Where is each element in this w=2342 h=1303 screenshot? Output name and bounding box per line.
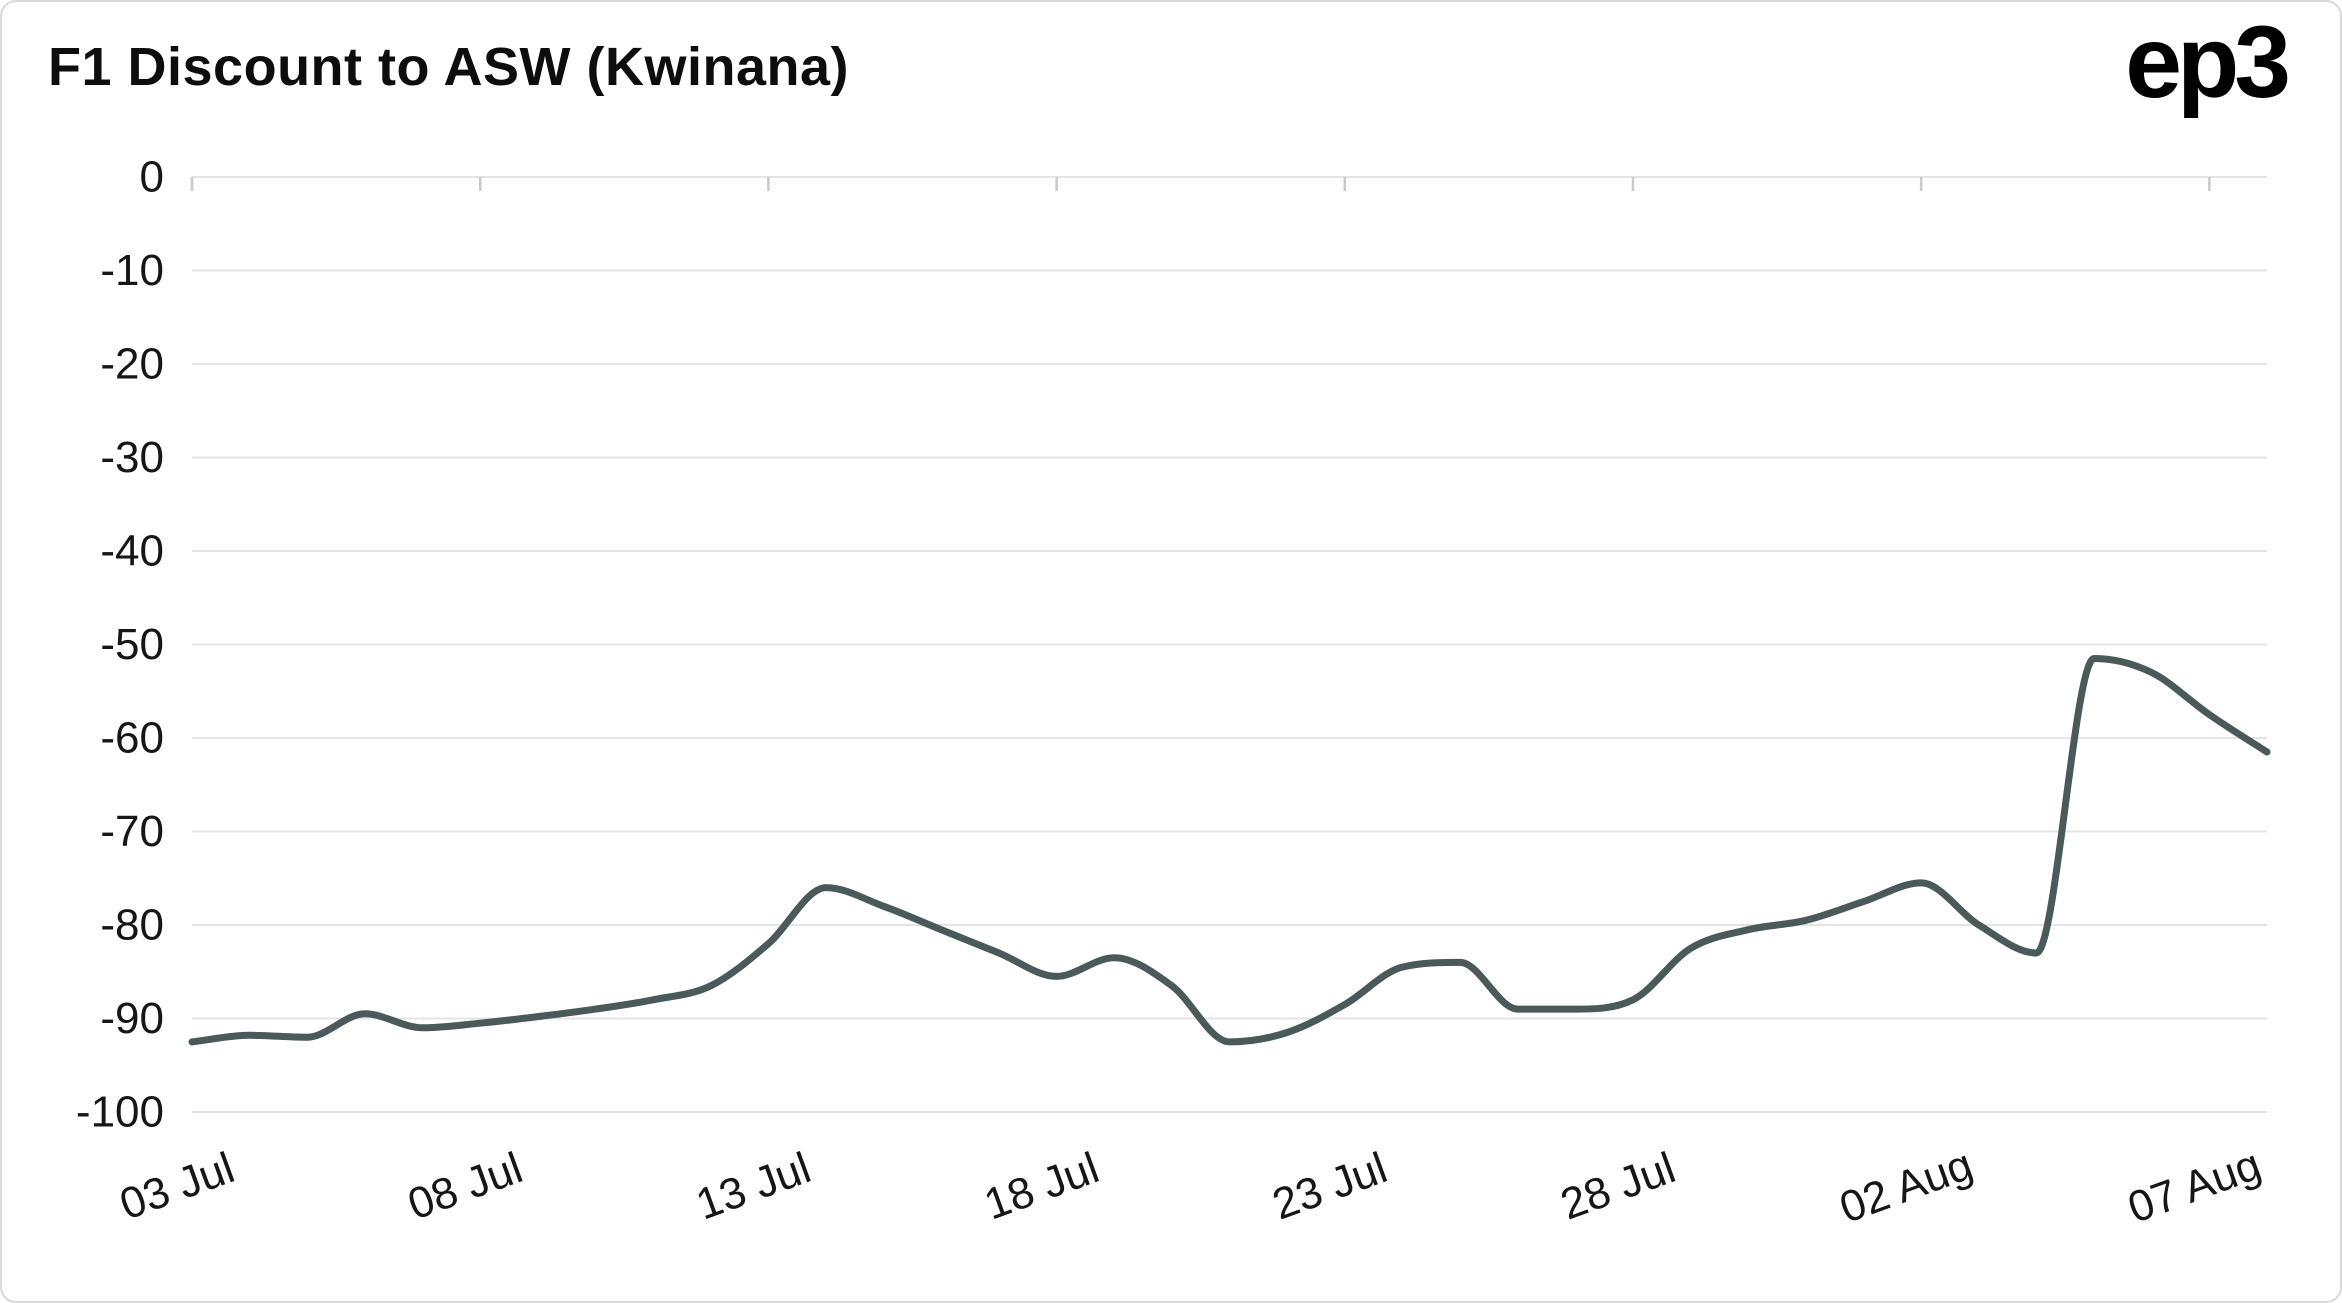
y-axis-tick-label: -50: [100, 620, 164, 669]
y-axis-tick-label: -20: [100, 340, 164, 389]
chart-title: F1 Discount to ASW (Kwinana): [48, 37, 849, 97]
y-axis-tick-label: 0: [140, 153, 164, 202]
x-axis-tick-label: 28 Jul: [1554, 1143, 1681, 1229]
y-axis-tick-label: -30: [100, 433, 164, 482]
y-axis-tick-label: -10: [100, 246, 164, 295]
x-axis-tick-label: 08 Jul: [402, 1143, 529, 1229]
y-axis-tick-label: -70: [100, 807, 164, 856]
y-axis-tick-label: -40: [100, 527, 164, 576]
x-axis-tick-label: 13 Jul: [690, 1143, 817, 1229]
y-axis-tick-label: -90: [100, 994, 164, 1043]
x-axis-tick-label: 18 Jul: [978, 1143, 1105, 1229]
series-line: [188, 655, 2271, 1046]
y-axis-tick-label: -80: [100, 901, 164, 950]
ep3-logo: ep3: [2125, 5, 2291, 119]
x-axis-tick-label: 03 Jul: [113, 1143, 240, 1229]
x-axis-tick-label: 02 Aug: [1833, 1140, 1979, 1233]
y-axis-tick-label: -100: [76, 1088, 164, 1137]
x-axis-tick-label: 07 Aug: [2122, 1140, 2268, 1233]
y-axis-tick-label: -60: [100, 714, 164, 763]
x-axis-tick-label: 23 Jul: [1266, 1143, 1393, 1229]
